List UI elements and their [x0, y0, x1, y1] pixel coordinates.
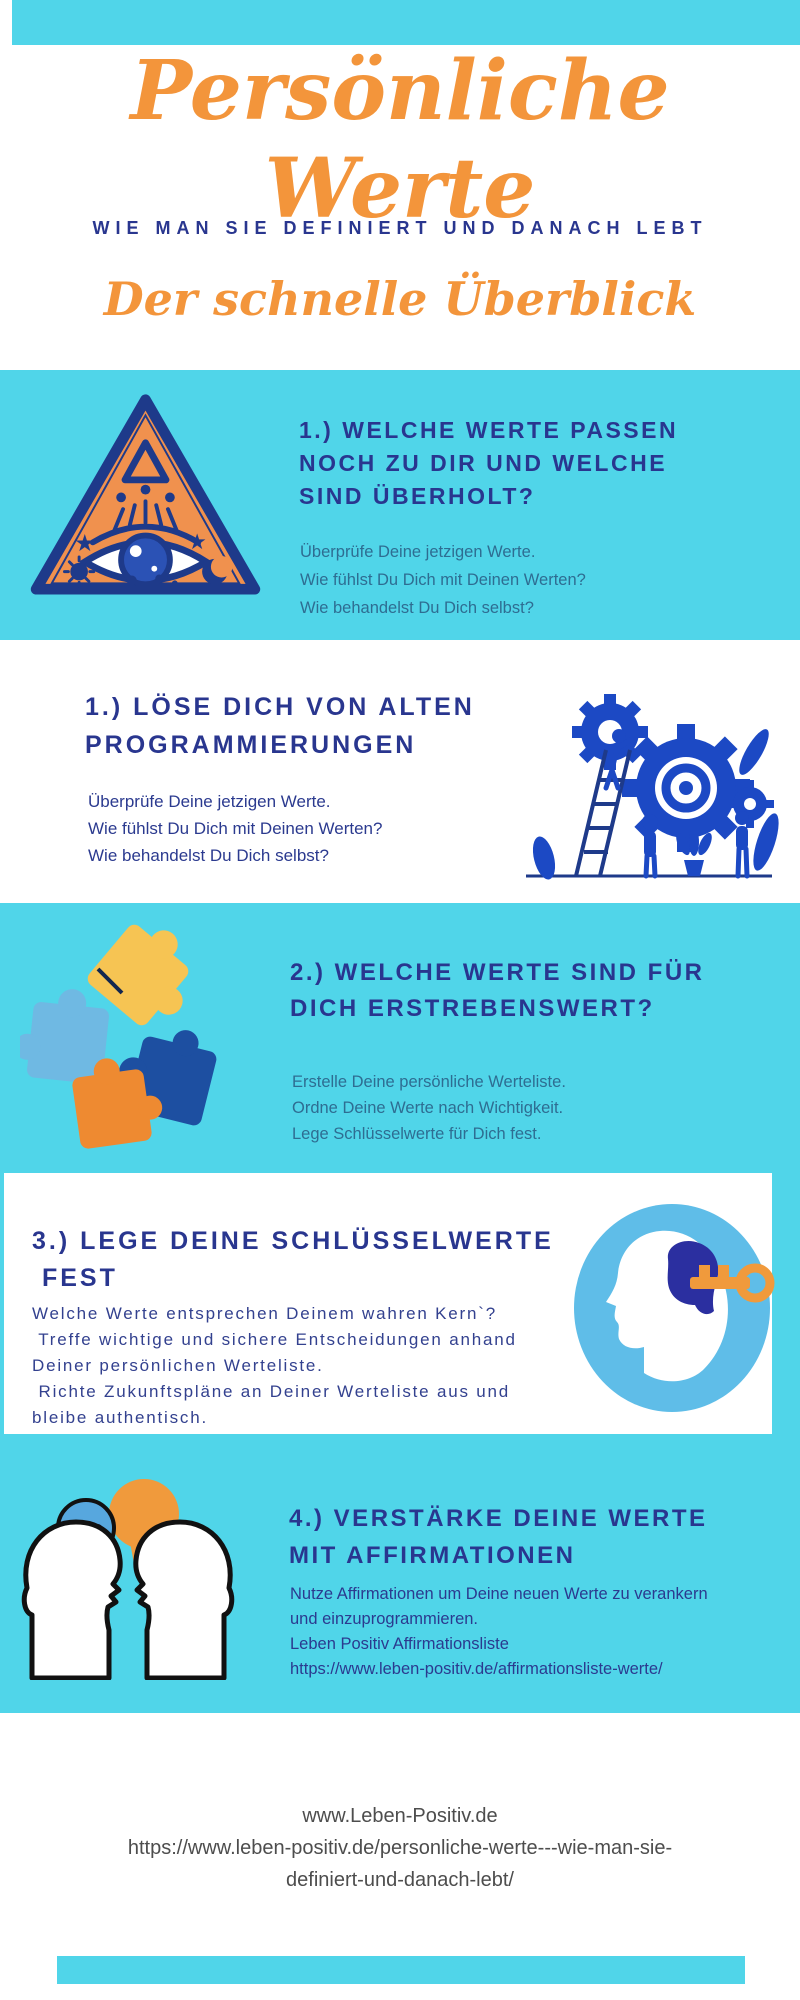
text-line: Nutze Affirmationen um Deine neuen Werte… [290, 1585, 708, 1603]
text-line: definiert-und-danach-lebt/ [286, 1869, 514, 1891]
text-line: Deiner persönlichen Werteliste. [32, 1356, 324, 1375]
text-line: PROGRAMMIERUNGEN [85, 731, 417, 759]
section-key-values: 3.) LEGE DEINE SCHLÜSSELWERTE FEST Welch… [0, 1168, 800, 1434]
text-line: https://www.leben-positiv.de/personliche… [127, 1837, 673, 1859]
head-silhouette-left [21, 1519, 123, 1680]
section-heading: 1.) WELCHE WERTE PASSEN NOCH ZU DIR UND W… [299, 414, 678, 513]
text-line: Überprüfe Deine jetzigen Werte. [300, 543, 536, 561]
content-card: 3.) LEGE DEINE SCHLÜSSELWERTE FEST Welch… [4, 1173, 775, 1434]
text-line: 1.) LÖSE DICH VON ALTEN [85, 693, 475, 721]
plant-icon [676, 828, 712, 876]
gears-teamwork-icon [526, 694, 779, 880]
text-line: Ordne Deine Werte nach Wichtigkeit. [292, 1099, 564, 1117]
text-line: und einzuprogrammieren. [290, 1610, 479, 1628]
person-icon [735, 811, 750, 879]
top-accent-bar [12, 0, 800, 45]
text-line: Wie behandelst Du Dich selbst? [88, 846, 329, 865]
text-line: Richte Zukunftspläne an Deiner Wertelist… [32, 1382, 511, 1401]
puzzle-piece-yellow [87, 924, 189, 1026]
section-heading: 2.) WELCHE WERTE SIND FÜR DICH ERSTREBENS… [290, 955, 705, 1027]
head-with-key-icon [574, 1204, 775, 1412]
section-heading: 1.) LÖSE DICH VON ALTEN PROGRAMMIERUNGEN [85, 688, 475, 764]
section-values-check: ★ ★ 1.) WELCHE WERTE PASSEN NOCH ZU DIR U… [0, 370, 800, 640]
text-line: Treffe wichtige und sichere Entscheidung… [32, 1330, 517, 1349]
text-line: Welche Werte entsprechen Deinem wahren K… [32, 1304, 497, 1323]
text-line: Erstelle Deine persönliche Werteliste. [292, 1073, 566, 1091]
conversation-heads-icon [21, 1479, 235, 1680]
section-heading: 3.) LEGE DEINE SCHLÜSSELWERTE FEST [32, 1223, 554, 1297]
section-body-text: Erstelle Deine persönliche Werteliste. Or… [292, 1069, 566, 1147]
person-icon [642, 814, 658, 879]
section-heading: 4.) VERSTÄRKE DEINE WERTE MIT AFFIRMATION… [289, 1500, 708, 1574]
text-line: Leben Positiv Affirmationsliste [290, 1635, 509, 1653]
leaf-icon [532, 729, 779, 880]
text-line: Wie fühlst Du Dich mit Deinen Werten? [88, 819, 383, 838]
gear-icon [572, 694, 648, 770]
puzzle-piece-orange [72, 1058, 163, 1149]
star-icon: ★ [187, 530, 206, 554]
bottom-accent-bar [57, 1956, 745, 1984]
section-affirmations: 4.) VERSTÄRKE DEINE WERTE MIT AFFIRMATION… [0, 1434, 800, 1713]
section-body-text: Nutze Affirmationen um Deine neuen Werte… [290, 1582, 708, 1682]
section-body-text: Welche Werte entsprechen Deinem wahren K… [32, 1301, 517, 1431]
sun-icon [63, 555, 96, 588]
section-old-programming: 1.) LÖSE DICH VON ALTEN PROGRAMMIERUNGEN … [0, 640, 800, 903]
text-line: 3.) LEGE DEINE SCHLÜSSELWERTE [32, 1227, 554, 1255]
text-line: bleibe authentisch. [32, 1408, 208, 1427]
footer-site-link[interactable]: www.Leben-Positiv.de [302, 1805, 498, 1827]
text-line: Wie fühlst Du Dich mit Deinen Werten? [300, 571, 586, 589]
page-subtitle: WIE MAN SIE DEFINIERT UND DANACH LEBT [92, 218, 708, 238]
key-icon [690, 1263, 775, 1303]
text-line: Wie behandelst Du Dich selbst? [300, 599, 534, 617]
section-body-text: Überprüfe Deine jetzigen Werte. Wie fühls… [88, 788, 382, 869]
gear-icon [622, 724, 750, 852]
ladder-icon [574, 749, 632, 877]
text-line: NOCH ZU DIR UND WELCHE [299, 450, 668, 476]
footer: www.Leben-Positiv.de https://www.leben-p… [0, 1800, 800, 1896]
star-icon: ★ [74, 530, 95, 556]
text-line: Lege Schlüsselwerte für Dich fest. [292, 1125, 542, 1143]
text-line: FEST [32, 1264, 118, 1292]
affirmations-link[interactable]: https://www.leben-positiv.de/affirmation… [290, 1660, 663, 1678]
body-lines: Nutze Affirmationen um Deine neuen Werte… [290, 1582, 708, 1657]
text-line: 1.) WELCHE WERTE PASSEN [299, 417, 679, 443]
puzzle-piece-lightblue [20, 989, 109, 1084]
footer-url-link[interactable]: https://www.leben-positiv.de/personliche… [0, 1832, 800, 1896]
moon-icon [202, 556, 233, 585]
all-seeing-eye-icon: ★ ★ [30, 394, 261, 595]
head-silhouette-right [133, 1519, 235, 1680]
section-body-text: Überprüfe Deine jetzigen Werte. Wie fühls… [300, 538, 586, 622]
text-line: 2.) WELCHE WERTE SIND FÜR [290, 959, 705, 986]
text-line: MIT AFFIRMATIONEN [289, 1542, 576, 1569]
text-line: Überprüfe Deine jetzigen Werte. [88, 792, 331, 811]
page-title: Persönliche Werte [130, 43, 670, 238]
overview-tagline: Der schnelle Überblick [103, 272, 697, 326]
text-line: DICH ERSTREBENSWERT? [290, 995, 655, 1022]
puzzle-pieces-icon [20, 924, 217, 1149]
text-line: SIND ÜBERHOLT? [299, 483, 536, 509]
section-desirable-values: 2.) WELCHE WERTE SIND FÜR DICH ERSTREBENS… [0, 903, 800, 1168]
text-line: 4.) VERSTÄRKE DEINE WERTE [289, 1505, 708, 1532]
person-icon [603, 729, 633, 791]
